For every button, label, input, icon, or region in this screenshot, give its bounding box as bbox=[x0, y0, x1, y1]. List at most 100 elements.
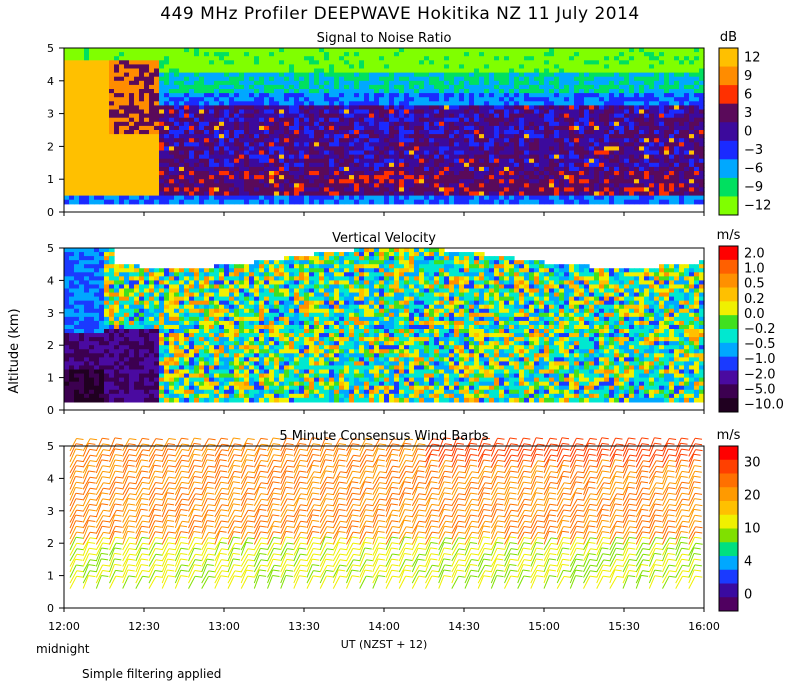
heatmap-cell bbox=[689, 52, 695, 57]
heatmap-cell bbox=[614, 76, 620, 82]
heatmap-cell bbox=[334, 117, 340, 123]
heatmap-cell bbox=[684, 64, 690, 70]
heatmap-cell bbox=[609, 101, 615, 106]
heatmap-cell bbox=[139, 187, 145, 193]
heatmap-cell bbox=[584, 56, 590, 61]
heatmap-cell bbox=[384, 76, 390, 82]
heatmap-cell bbox=[324, 80, 330, 86]
heatmap-cell bbox=[114, 52, 120, 57]
heatmap-cell bbox=[139, 109, 145, 115]
heatmap-cell bbox=[634, 48, 640, 53]
heatmap-cell bbox=[254, 80, 260, 86]
heatmap-cell bbox=[239, 162, 245, 168]
heatmap-cell bbox=[529, 150, 535, 156]
heatmap-cell bbox=[459, 179, 465, 184]
heatmap-cell bbox=[389, 68, 395, 74]
heatmap-cell bbox=[124, 142, 130, 147]
heatmap-cell bbox=[514, 113, 520, 119]
heatmap-cell bbox=[199, 175, 205, 180]
heatmap-cell bbox=[434, 56, 440, 61]
heatmap-cell bbox=[589, 154, 595, 160]
heatmap-cell bbox=[64, 397, 70, 403]
heatmap-cell bbox=[579, 134, 585, 139]
heatmap-cell bbox=[444, 64, 450, 70]
heatmap-cell bbox=[244, 121, 250, 127]
heatmap-cell bbox=[194, 130, 200, 135]
heatmap-cell bbox=[659, 56, 665, 61]
heatmap-cell bbox=[649, 166, 655, 172]
heatmap-cell bbox=[264, 183, 270, 188]
heatmap-cell bbox=[519, 68, 525, 74]
heatmap-cell bbox=[399, 56, 405, 61]
heatmap-cell bbox=[204, 84, 210, 90]
heatmap-cell bbox=[134, 72, 140, 78]
heatmap-cell bbox=[649, 125, 655, 131]
heatmap-cell bbox=[409, 101, 415, 106]
heatmap-cell bbox=[499, 195, 505, 201]
heatmap-cell bbox=[639, 52, 645, 57]
heatmap-cell bbox=[134, 113, 140, 119]
heatmap-cell bbox=[574, 48, 580, 53]
heatmap-cell bbox=[434, 64, 440, 70]
heatmap-cell bbox=[109, 195, 115, 201]
heatmap-cell bbox=[419, 175, 425, 180]
heatmap-cell bbox=[629, 72, 635, 78]
heatmap-cell bbox=[449, 125, 455, 131]
heatmap-cell bbox=[654, 97, 660, 102]
heatmap-cell bbox=[259, 125, 265, 131]
heatmap-cell bbox=[229, 134, 235, 139]
heatmap-cell bbox=[179, 97, 185, 102]
heatmap-cell bbox=[284, 142, 290, 147]
heatmap-cell bbox=[359, 89, 365, 94]
heatmap-cell bbox=[414, 162, 420, 168]
heatmap-cell bbox=[474, 121, 480, 127]
heatmap-cell bbox=[509, 105, 515, 111]
heatmap-cell bbox=[539, 158, 545, 164]
heatmap-cell bbox=[229, 68, 235, 74]
heatmap-cell bbox=[619, 68, 625, 74]
heatmap-cell bbox=[454, 48, 460, 53]
heatmap-cell bbox=[64, 389, 70, 395]
heatmap-cell bbox=[324, 84, 330, 90]
heatmap-cell bbox=[519, 89, 525, 94]
heatmap-cell bbox=[639, 101, 645, 106]
heatmap-cell bbox=[389, 158, 395, 164]
heatmap-cell bbox=[284, 72, 290, 78]
heatmap-cell bbox=[199, 84, 205, 90]
heatmap-cell bbox=[489, 105, 495, 111]
heatmap-cell bbox=[379, 89, 385, 94]
heatmap-cell bbox=[494, 138, 500, 143]
heatmap-cell bbox=[324, 199, 330, 205]
heatmap-cell bbox=[524, 105, 530, 111]
heatmap-cell bbox=[64, 248, 70, 253]
heatmap-cell bbox=[449, 76, 455, 82]
heatmap-cell bbox=[134, 134, 140, 139]
heatmap-cell bbox=[74, 199, 80, 205]
heatmap-cell bbox=[464, 68, 470, 74]
heatmap-cell bbox=[524, 48, 530, 53]
heatmap-cell bbox=[524, 64, 530, 70]
heatmap-cell bbox=[219, 134, 225, 139]
heatmap-cell bbox=[89, 105, 95, 111]
heatmap-cell bbox=[349, 117, 355, 123]
heatmap-cell bbox=[304, 150, 310, 156]
heatmap-cell bbox=[454, 117, 460, 123]
heatmap-cell bbox=[109, 175, 115, 180]
heatmap-cell bbox=[514, 195, 520, 201]
heatmap-cell bbox=[304, 64, 310, 70]
heatmap-cell bbox=[249, 166, 255, 172]
heatmap-cell bbox=[419, 101, 425, 106]
heatmap-cell bbox=[529, 199, 535, 205]
heatmap-cell bbox=[269, 187, 275, 193]
heatmap-cell bbox=[144, 179, 150, 184]
heatmap-cell bbox=[104, 109, 110, 115]
heatmap-cell bbox=[159, 89, 165, 94]
heatmap-cell bbox=[289, 76, 295, 82]
heatmap-cell bbox=[119, 121, 125, 127]
heatmap-cell bbox=[344, 166, 350, 172]
heatmap-cell bbox=[544, 109, 550, 115]
heatmap-cell bbox=[494, 72, 500, 78]
heatmap-cell bbox=[284, 48, 290, 53]
heatmap-cell bbox=[334, 60, 340, 65]
